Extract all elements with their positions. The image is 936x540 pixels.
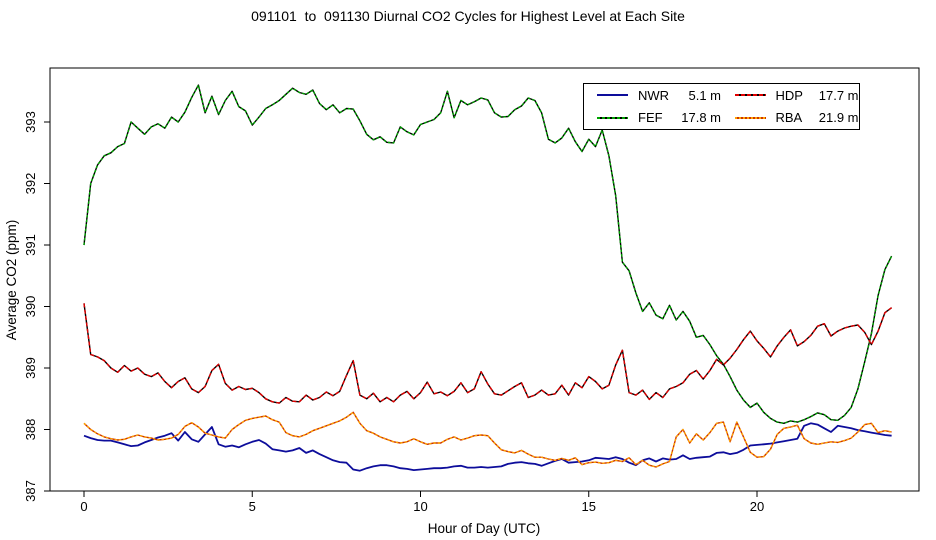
y-tick-label: 390 — [23, 296, 38, 318]
legend-entry-rba: RBA 21.9 m — [722, 110, 860, 125]
series-line-hdp — [83, 303, 893, 404]
legend-height-rba: 21.9 m — [818, 110, 859, 126]
legend-entry-fef: FEF 17.8 m — [584, 110, 722, 125]
x-tick-label: 5 — [249, 499, 256, 514]
legend-height-hdp: 17.7 m — [818, 87, 859, 103]
x-axis-ticks: 0 5 10 15 20 — [80, 491, 764, 514]
y-tick-label: 388 — [23, 419, 38, 441]
series-line-fef — [83, 84, 893, 424]
y-tick-label: 387 — [23, 480, 38, 502]
plot-box — [49, 67, 920, 492]
rba-line-sample-icon — [734, 116, 766, 119]
fef-line-sample-icon — [597, 116, 628, 119]
chart-legend: NWR 5.1 m FEF 17.8 m HDP 17.7 m RBA 21.9… — [583, 83, 860, 130]
legend-label-hdp: HDP — [775, 87, 803, 103]
chart-series-lines — [83, 84, 893, 472]
y-tick-label: 393 — [23, 111, 38, 133]
y-tick-label: 392 — [23, 173, 38, 195]
x-tick-label: 15 — [582, 499, 596, 514]
y-tick-label: 391 — [23, 234, 38, 256]
legend-height-fef: 17.8 m — [681, 110, 721, 126]
y-tick-label: 389 — [23, 357, 38, 379]
legend-entry-nwr: NWR 5.1 m — [584, 88, 722, 103]
series-line-nwr — [83, 422, 892, 472]
chart-title: 091101 to 091130 Diurnal CO2 Cycles for … — [251, 8, 685, 24]
legend-height-nwr: 5.1 m — [688, 87, 721, 103]
y-axis-label: Average CO2 (ppm) — [4, 220, 19, 341]
legend-label-nwr: NWR — [638, 87, 670, 103]
series-line-rba — [83, 411, 892, 468]
x-tick-label: 0 — [80, 499, 87, 514]
legend-label-fef: FEF — [638, 110, 663, 126]
y-axis-ticks: 387 388 389 390 391 392 393 — [23, 111, 50, 502]
legend-label-rba: RBA — [775, 110, 803, 126]
hdp-line-sample-icon — [734, 94, 766, 97]
legend-entry-hdp: HDP 17.7 m — [722, 88, 860, 103]
nwr-line-sample-icon — [597, 94, 628, 97]
x-tick-label: 20 — [750, 499, 764, 514]
x-tick-label: 10 — [413, 499, 427, 514]
x-axis-label: Hour of Day (UTC) — [428, 521, 541, 536]
